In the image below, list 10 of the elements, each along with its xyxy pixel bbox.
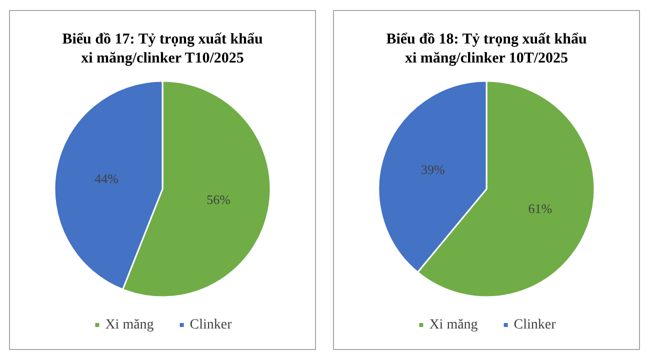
legend-label: Clinker — [514, 318, 556, 332]
chart-title: Biểu đồ 17: Tỷ trọng xuất khẩu xi măng/clinker T10/2025 — [62, 32, 263, 66]
chart-title: Biểu đồ 18: Tỷ trọng xuất khẩu xi măng/clinker 10T/2025 — [386, 32, 587, 66]
data-label: 56% — [206, 192, 231, 208]
legend-label: Xi măng — [429, 318, 478, 332]
data-label: 44% — [94, 170, 119, 186]
data-label: 39% — [420, 162, 445, 178]
legend-label: Xi măng — [105, 318, 154, 332]
legend-label: Clinker — [190, 318, 232, 332]
data-label: 61% — [528, 200, 552, 216]
